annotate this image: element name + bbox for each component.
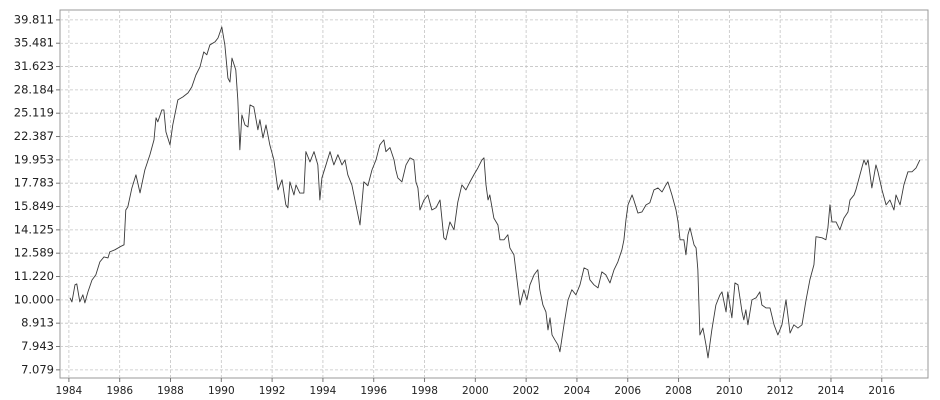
x-tick-label: 1994 [310, 385, 337, 397]
x-tick-label: 1996 [360, 385, 387, 397]
y-tick-label: 39.811 [14, 12, 54, 26]
x-tick-label: 1992 [259, 385, 286, 397]
x-tick-label: 1988 [157, 385, 184, 397]
x-tick-label: 2008 [665, 385, 692, 397]
data-line [69, 26, 921, 359]
y-tick-label: 7.079 [21, 362, 54, 376]
lines [69, 26, 921, 359]
x-tick-label: 2000 [462, 385, 489, 397]
x-tick-label: 1990 [208, 385, 235, 397]
y-tick-label: 8.913 [21, 316, 54, 330]
y-tick-label: 35.481 [14, 36, 54, 50]
x-tick-label: 2004 [564, 385, 591, 397]
y-tick-label: 11.220 [14, 269, 54, 283]
y-tick-label: 7.943 [21, 339, 54, 353]
y-tick-label: 25.119 [14, 106, 54, 120]
y-tick-label: 14.125 [14, 222, 54, 236]
x-tick-label: 2012 [767, 385, 794, 397]
x-tick-label: 2016 [868, 385, 895, 397]
y-tick-label: 15.849 [14, 199, 54, 213]
y-tick-label: 31.623 [14, 59, 54, 73]
y-tick-label: 17.783 [14, 176, 54, 190]
x-tick-label: 1998 [411, 385, 438, 397]
x-tick-label: 2014 [818, 385, 845, 397]
x-tick-label: 1986 [106, 385, 133, 397]
x-tick-label: 1984 [56, 385, 83, 397]
y-tick-label: 19.953 [14, 152, 54, 166]
y-tick-label: 28.184 [14, 82, 54, 96]
y-tick-label: 10.000 [14, 292, 54, 306]
grid [56, 10, 928, 382]
y-tick-label: 12.589 [14, 246, 54, 260]
x-tick-label: 2010 [716, 385, 743, 397]
labels: 7.079 7.943 8.913 10.000 11.220 12.589 14.125 1… [14, 12, 896, 397]
y-tick-label: 22.387 [14, 129, 54, 143]
x-tick-label: 2002 [513, 385, 540, 397]
x-tick-label: 2006 [614, 385, 641, 397]
